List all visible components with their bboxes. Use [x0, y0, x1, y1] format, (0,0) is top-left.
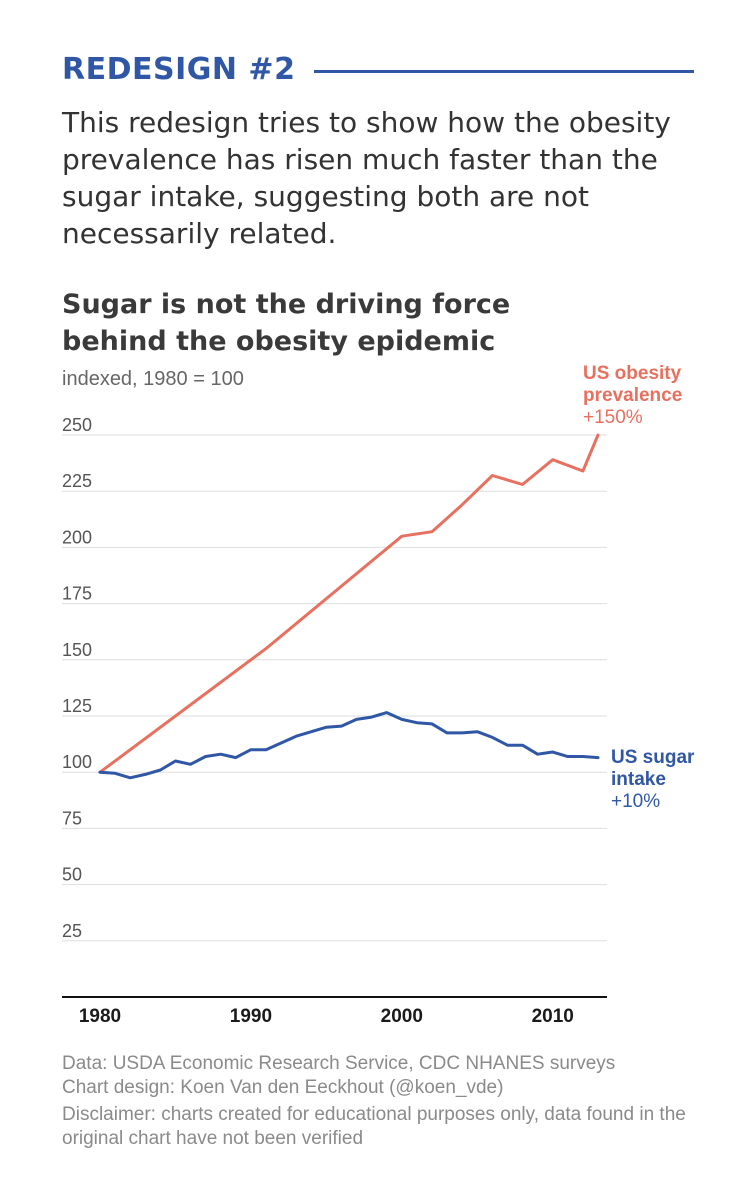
- y-tick-label: 50: [62, 865, 82, 885]
- intro-text: This redesign tries to show how the obes…: [62, 106, 671, 250]
- footer: Data: USDA Economic Research Service, CD…: [62, 1052, 702, 1151]
- y-tick-label: 225: [62, 471, 92, 491]
- sugar-label-change: +10%: [611, 791, 660, 812]
- chart-credit: Chart design: Koen Van den Eeckhout (@ko…: [62, 1077, 504, 1098]
- y-tick-label: 25: [62, 921, 82, 941]
- header: REDESIGN #2: [62, 50, 694, 94]
- disclaimer: Disclaimer: charts created for education…: [62, 1104, 686, 1149]
- obesity-label-change: +150%: [583, 407, 643, 428]
- y-tick-label: 125: [62, 696, 92, 716]
- y-tick-label: 100: [62, 752, 92, 772]
- x-tick-label: 2010: [532, 1006, 574, 1027]
- obesity-label-name-line1: US obesity: [583, 363, 682, 384]
- sugar-series-line: [98, 711, 600, 780]
- line-chart: 250 225 200 175 150 125 100 75 50 25 1980 1990 2000 2…: [62, 363, 695, 1027]
- y-tick-label: 175: [62, 584, 92, 604]
- y-tick-label: 250: [62, 415, 92, 435]
- obesity-label-name-line2: prevalence: [583, 385, 682, 406]
- x-tick-label: 1990: [230, 1006, 272, 1027]
- sugar-label-name-line1: US sugar: [611, 747, 695, 768]
- header-rule: [314, 70, 694, 73]
- chart-subtitle: indexed, 1980 = 100: [62, 368, 244, 390]
- y-tick-label: 75: [62, 808, 82, 828]
- y-tick-label: 200: [62, 527, 92, 547]
- data-source: Data: USDA Economic Research Service, CD…: [62, 1053, 616, 1074]
- x-tick-label: 1980: [79, 1006, 121, 1027]
- header-title: REDESIGN #2: [62, 52, 296, 87]
- obesity-series-line: [98, 433, 600, 774]
- chart-title: Sugar is not the driving force behind th…: [62, 289, 511, 357]
- x-tick-label: 2000: [381, 1006, 423, 1027]
- y-tick-label: 150: [62, 640, 92, 660]
- sugar-label-name-line2: intake: [611, 769, 666, 790]
